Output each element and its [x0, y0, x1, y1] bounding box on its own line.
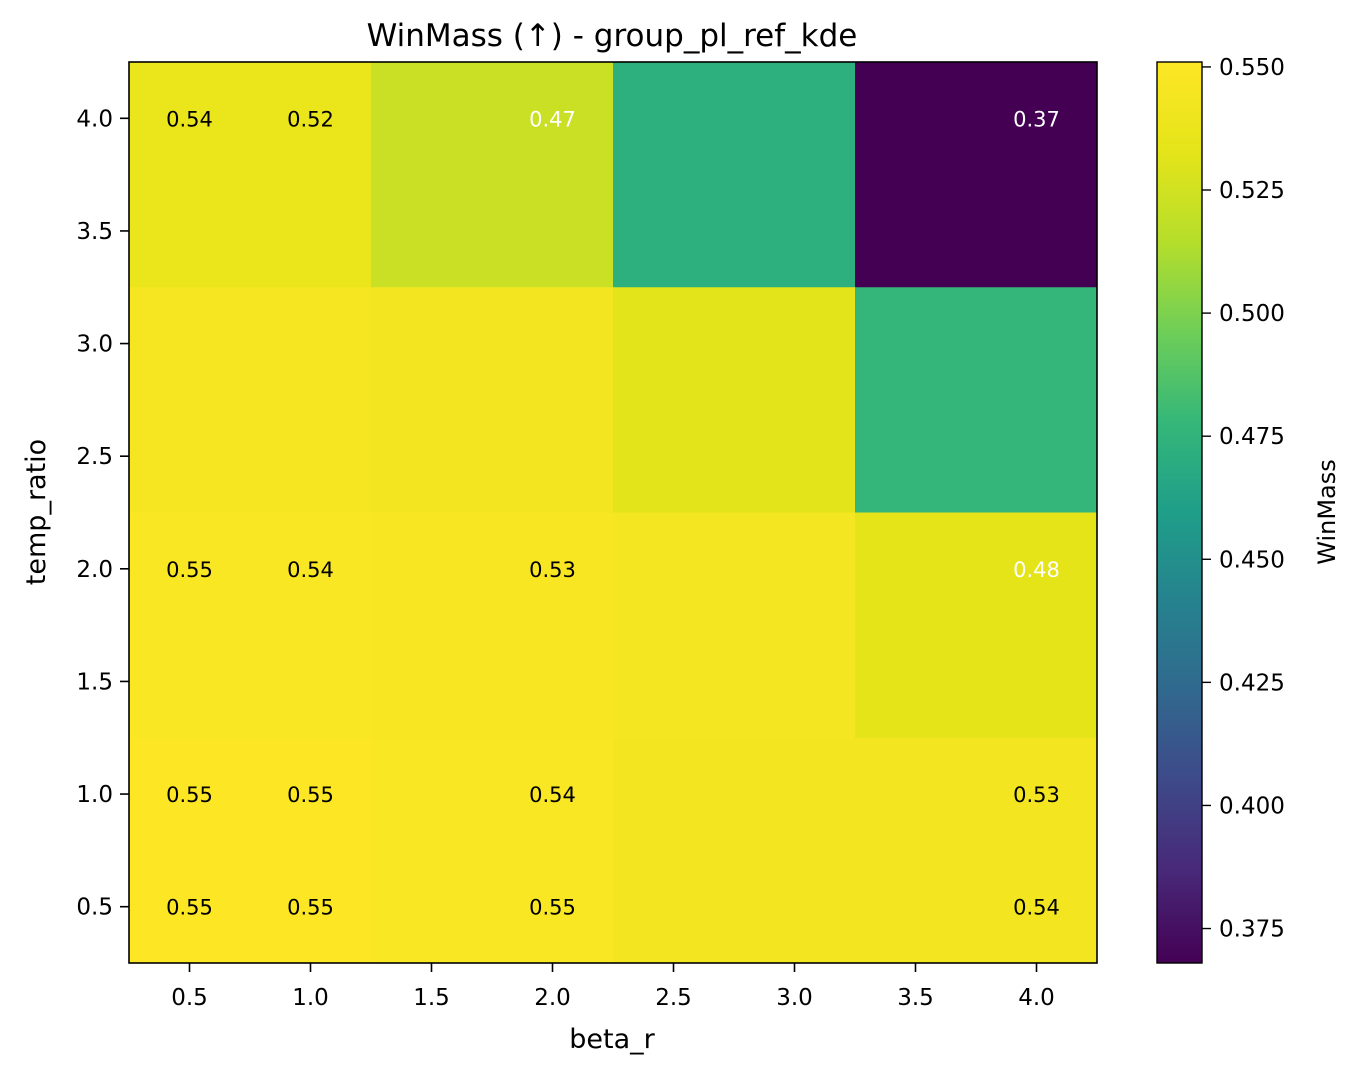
colorbar-tick-label: 0.500: [1219, 301, 1285, 327]
heatmap-cell: [371, 287, 614, 513]
cell-value-label: 0.55: [166, 558, 213, 582]
colorbar: 0.375 0.400 0.425 0.450 0.475 0.500 0.525 0.550…: [1156, 55, 1341, 964]
heatmap-cell: [613, 62, 856, 288]
colorbar-tick-label: 0.475: [1219, 424, 1285, 450]
cell-value-label: 0.55: [287, 783, 334, 807]
cell-value-label: 0.52: [287, 107, 334, 131]
x-tick-label: 4.0: [1018, 985, 1055, 1011]
chart-title: WinMass (↑) - group_pl_ref_kde: [367, 18, 858, 54]
cell-value-label: 0.55: [166, 783, 213, 807]
y-tick-label: 3.5: [76, 219, 113, 245]
y-axis-ticks: 0.5 1.0 1.5 2.0 2.5 3.0 3.5 4.0: [76, 106, 129, 921]
y-tick-label: 1.5: [76, 669, 113, 695]
cell-value-label: 0.54: [1013, 896, 1060, 920]
heatmap-cell: [855, 62, 1098, 288]
heatmap-cell: [129, 737, 372, 964]
y-tick-label: 2.0: [76, 557, 113, 583]
x-tick-label: 3.0: [776, 985, 813, 1011]
heatmap-cell: [613, 737, 856, 964]
colorbar-tick-label: 0.375: [1219, 917, 1285, 943]
x-tick-label: 1.5: [413, 985, 450, 1011]
cell-value-label: 0.55: [529, 896, 576, 920]
y-axis-label: temp_ratio: [21, 439, 52, 585]
heatmap-cell: [855, 287, 1098, 513]
colorbar-label: WinMass: [1313, 459, 1341, 565]
cell-value-label: 0.55: [166, 896, 213, 920]
cell-annotations: 0.54 0.52 0.47 0.37 0.55 0.54 0.53 0.48 0.55 0.55…: [166, 107, 1060, 919]
colorbar-gradient: [1157, 62, 1202, 963]
x-tick-label: 3.5: [897, 985, 934, 1011]
heatmap-cell: [613, 287, 856, 513]
x-axis-label: beta_r: [569, 1024, 655, 1055]
plot-frame: [128, 61, 1098, 964]
heatmap-cell: [371, 737, 614, 964]
heatmap-cell: [371, 62, 614, 288]
colorbar-tick-label: 0.550: [1219, 55, 1285, 81]
heatmap-cell: [129, 512, 372, 739]
heatmap-cell: [371, 512, 614, 739]
cell-value-label: 0.54: [529, 783, 576, 807]
colorbar-tick-label: 0.525: [1219, 178, 1285, 204]
cell-value-label: 0.37: [1013, 107, 1060, 131]
cell-value-label: 0.48: [1013, 558, 1060, 582]
cell-value-label: 0.54: [287, 558, 334, 582]
colorbar-tick-label: 0.400: [1219, 793, 1285, 819]
heatmap-cell: [855, 512, 1098, 739]
colorbar-ticks: 0.375 0.400 0.425 0.450 0.475 0.500 0.525 0.550: [1202, 55, 1285, 943]
cell-value-label: 0.55: [287, 896, 334, 920]
colorbar-tick-label: 0.425: [1219, 670, 1285, 696]
y-tick-label: 4.0: [76, 106, 113, 132]
cell-value-label: 0.54: [166, 107, 213, 131]
colorbar-tick-label: 0.450: [1219, 547, 1285, 573]
x-tick-label: 2.5: [655, 985, 692, 1011]
cell-value-label: 0.47: [529, 107, 576, 131]
y-tick-label: 0.5: [76, 895, 113, 921]
heatmap-cell: [129, 62, 372, 288]
colorbar-frame: [1156, 61, 1203, 964]
y-tick-label: 3.0: [76, 332, 113, 358]
x-tick-label: 1.0: [292, 985, 329, 1011]
x-axis-ticks: 0.5 1.0 1.5 2.0 2.5 3.0 3.5 4.0: [171, 963, 1055, 1011]
cell-value-label: 0.53: [1013, 783, 1060, 807]
heatmap-cell: [613, 512, 856, 739]
x-tick-label: 0.5: [171, 985, 208, 1011]
y-tick-label: 1.0: [76, 782, 113, 808]
cell-value-label: 0.53: [529, 558, 576, 582]
heatmap-cell: [855, 737, 1098, 964]
x-tick-label: 2.0: [534, 985, 571, 1011]
heatmap-cells: [129, 62, 1098, 964]
heatmap-cell: [129, 287, 372, 513]
y-tick-label: 2.5: [76, 444, 113, 470]
